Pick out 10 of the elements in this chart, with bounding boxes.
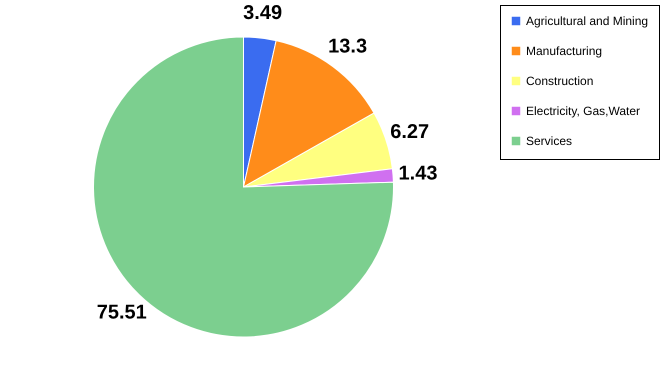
legend-label: Construction [526, 74, 594, 88]
data-label: 13.3 [328, 35, 368, 58]
data-label: 1.43 [398, 162, 438, 185]
data-label: 3.49 [243, 2, 282, 24]
data-label: 75.51 [96, 302, 147, 324]
legend-label: Electricity, Gas,Water [526, 104, 640, 118]
legend-label: Services [526, 134, 572, 148]
legend-label: Manufacturing [526, 44, 602, 58]
data-label: 6.27 [390, 121, 430, 144]
legend-label: Agricultural and Mining [526, 14, 648, 28]
